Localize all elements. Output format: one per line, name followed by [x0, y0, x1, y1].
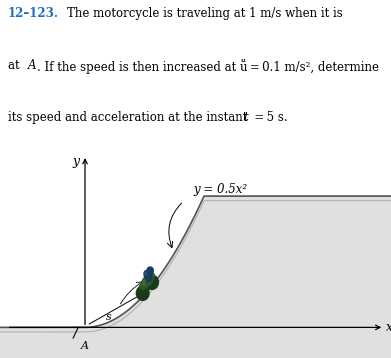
Text: 12–123.: 12–123. [8, 7, 59, 20]
Polygon shape [0, 196, 391, 358]
Text: its speed and acceleration at the instant: its speed and acceleration at the instan… [8, 111, 251, 124]
Text: The motorcycle is traveling at 1 m/s when it is: The motorcycle is traveling at 1 m/s whe… [66, 7, 343, 20]
Circle shape [146, 275, 158, 290]
Text: y: y [73, 155, 80, 168]
Ellipse shape [144, 271, 152, 281]
Text: A: A [81, 341, 89, 351]
Text: s: s [106, 313, 112, 323]
Text: t: t [243, 111, 248, 124]
Ellipse shape [140, 273, 154, 289]
Text: at: at [8, 59, 23, 72]
Text: = 5 s.: = 5 s. [253, 111, 288, 124]
Text: . If the speed is then increased at ṻ = 0.1 m/s², determine: . If the speed is then increased at ṻ = … [38, 59, 379, 74]
Text: x: x [386, 321, 391, 334]
Circle shape [136, 286, 149, 300]
Text: A: A [27, 59, 36, 72]
Text: y = 0.5x²: y = 0.5x² [194, 183, 248, 197]
Circle shape [147, 267, 153, 274]
